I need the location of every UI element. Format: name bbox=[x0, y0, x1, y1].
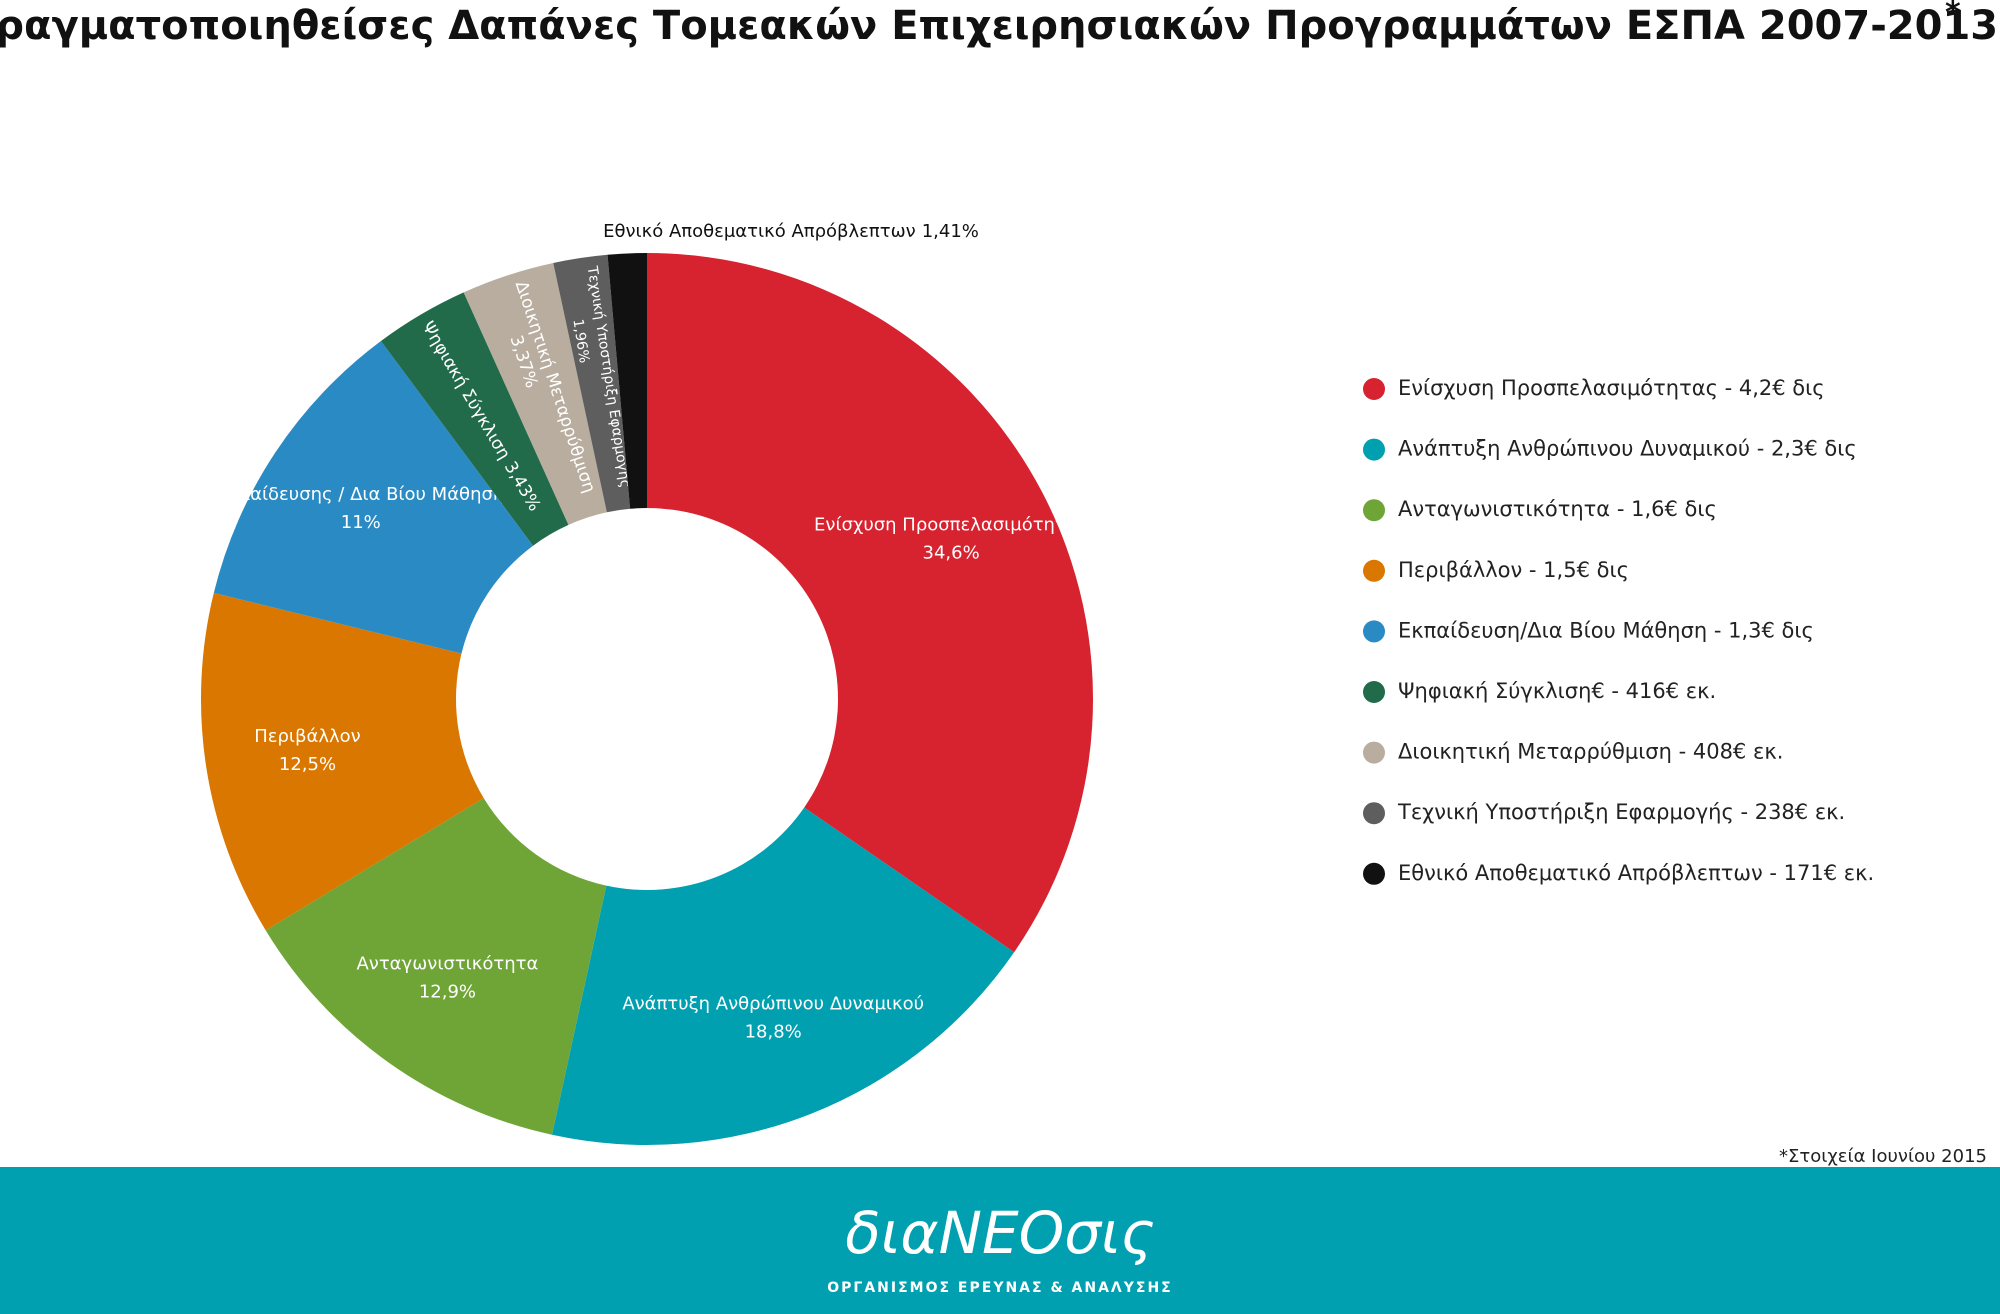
legend-marker bbox=[1363, 681, 1385, 703]
chart-title: Πραγματοποιηθείσες Δαπάνες Τομεακών Επιχ… bbox=[0, 3, 1998, 49]
legend-label: Περιβάλλον - 1,5€ δις bbox=[1398, 558, 1629, 582]
slice-value-label: 1,96% bbox=[569, 318, 591, 364]
legend-marker bbox=[1363, 378, 1385, 400]
slice-label: Περιβάλλον bbox=[254, 726, 361, 747]
slice-value-label: 12,5% bbox=[279, 754, 336, 775]
legend-label: Ψηφιακή Σύγκλιση€ - 416€ εκ. bbox=[1398, 679, 1716, 703]
title-mark: * bbox=[1945, 0, 1961, 31]
legend-marker bbox=[1363, 559, 1385, 582]
legend-marker bbox=[1363, 499, 1385, 522]
legend-marker bbox=[1363, 802, 1385, 825]
slice-label: Ανάπτυξη Ανθρώπινου Δυναμικού bbox=[622, 993, 924, 1014]
slice-value-label: 11% bbox=[341, 512, 381, 533]
legend-label: Ανάπτυξη Ανθρώπινου Δυναμικού - 2,3€ δις bbox=[1398, 437, 1857, 461]
slice-value-label: 12,9% bbox=[419, 982, 476, 1003]
slice-label: Ενίσχυση Προσπελασιμότητας bbox=[814, 514, 1088, 535]
slice-label: Εθνικό Αποθεματικό Απρόβλεπτων 1,41% bbox=[603, 221, 979, 242]
slice-value-label: 18,8% bbox=[745, 1021, 802, 1042]
logo-subtitle: ΟΡΓΑΝΙΣΜΟΣ ΕΡΕΥΝΑΣ & ΑΝΑΛΥΣΗΣ bbox=[827, 1280, 1172, 1296]
legend-label: Εθνικό Αποθεματικό Απρόβλεπτων - 171€ εκ… bbox=[1398, 861, 1874, 885]
legend-label: Διοικητική Μεταρρύθμιση - 408€ εκ. bbox=[1398, 740, 1783, 764]
logo: διαΝΕΟσις bbox=[845, 1199, 1154, 1267]
slice-label: Εκπαίδευσης / Δια Βίου Μάθηση bbox=[217, 484, 504, 505]
donut-slice bbox=[201, 592, 484, 931]
donut-slice bbox=[213, 341, 534, 654]
footer-band bbox=[0, 1167, 2000, 1314]
donut-slice bbox=[380, 292, 569, 546]
legend-marker bbox=[1363, 438, 1385, 461]
legend-label: Ενίσχυση Προσπελασιμότητας - 4,2€ δις bbox=[1398, 376, 1825, 400]
legend-marker bbox=[1363, 741, 1385, 764]
donut-slice bbox=[647, 253, 1094, 953]
legend-label: Τεχνική Υποστήριξη Εφαρμογής - 238€ εκ. bbox=[1397, 800, 1845, 824]
donut-slice bbox=[463, 262, 607, 525]
donut-slice bbox=[552, 807, 1015, 1145]
slice-name: Εθνικό Αποθεματικό Απρόβλεπτων bbox=[603, 221, 916, 242]
legend-marker bbox=[1363, 620, 1385, 643]
donut-slice bbox=[553, 254, 631, 513]
legend-marker bbox=[1363, 862, 1385, 885]
donut-slice bbox=[607, 253, 647, 509]
legend-label: Ανταγωνιστικότητα - 1,6€ δις bbox=[1398, 497, 1717, 521]
donut-slice bbox=[265, 798, 607, 1135]
slice-value-label: 1,41% bbox=[922, 221, 979, 242]
footnote: *Στοιχεία Ιουνίου 2015 bbox=[1779, 1146, 1987, 1167]
slice-label: Ανταγωνιστικότητα bbox=[356, 954, 538, 975]
slice-value-label: 34,6% bbox=[923, 542, 980, 563]
legend-label: Εκπαίδευση/Δια Βίου Μάθηση - 1,3€ δις bbox=[1398, 618, 1814, 642]
